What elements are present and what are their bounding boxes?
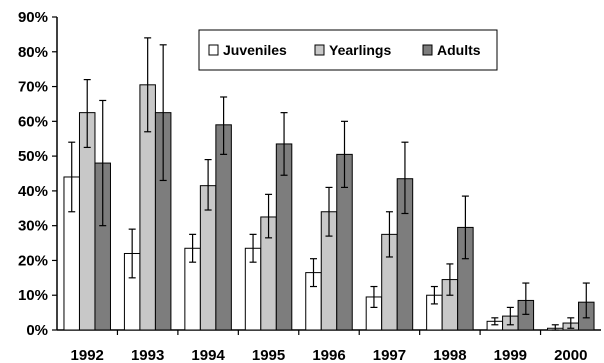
x-tick-label: 1997: [373, 347, 406, 363]
legend-label-yearlings: Yearlings: [329, 42, 391, 58]
y-tick-label: 80%: [18, 44, 48, 61]
y-tick-label: 30%: [18, 218, 48, 235]
y-axis-ticks: 0% 10% 20% 30% 40% 50% 60% 70% 80% 90%: [18, 9, 57, 339]
x-axis-ticks: 1992 1993 1994 1995 1996 1997 1998 1999 2000: [71, 330, 587, 363]
x-tick-label: 1999: [494, 347, 527, 363]
x-tick-label: 1996: [312, 347, 345, 363]
y-tick-label: 20%: [18, 252, 48, 269]
x-tick-label: 1995: [252, 347, 285, 363]
y-tick-label: 50%: [18, 148, 48, 165]
x-tick-label: 1992: [71, 347, 104, 363]
legend-label-adults: Adults: [437, 42, 481, 58]
y-tick-label: 10%: [18, 287, 48, 304]
y-tick-label: 40%: [18, 183, 48, 200]
y-tick-label: 90%: [18, 9, 48, 26]
y-tick-label: 60%: [18, 113, 48, 130]
y-tick-label: 70%: [18, 79, 48, 96]
bars: [63, 84, 595, 331]
x-tick-label: 2000: [554, 347, 587, 363]
bar-adults-1994: [215, 124, 232, 331]
error-bars: [68, 37, 590, 331]
legend-label-juveniles: Juveniles: [223, 42, 287, 58]
legend-swatch-adults: [422, 44, 433, 56]
y-tick-label: 0%: [26, 322, 48, 339]
legend-swatch-juveniles: [208, 44, 219, 56]
x-tick-label: 1994: [191, 347, 225, 363]
legend: Juveniles Yearlings Adults: [198, 29, 498, 71]
legend-swatch-yearlings: [314, 44, 325, 56]
x-tick-label: 1998: [433, 347, 466, 363]
legend-box: [198, 29, 498, 71]
x-tick-label: 1993: [131, 347, 164, 363]
